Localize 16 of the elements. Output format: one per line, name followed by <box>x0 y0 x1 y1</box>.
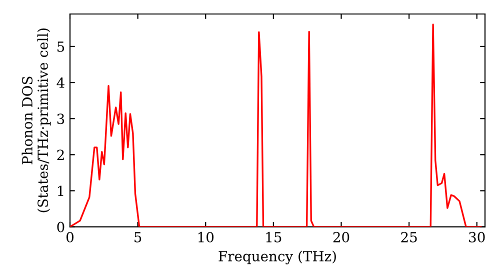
line-series <box>70 24 482 227</box>
x-tick-label: 25 <box>401 232 417 242</box>
y-tick-label: 1 <box>58 186 64 196</box>
x-tick-label: 0 <box>66 232 74 242</box>
y-tick-label: 4 <box>56 77 64 88</box>
y-axis-title: Phonon DOS (States/THz·primitive cell) <box>22 28 51 212</box>
y-tick-label: 0 <box>57 222 64 232</box>
x-tick-label: 5 <box>134 232 142 242</box>
x-tick-label: 15 <box>266 232 282 242</box>
x-tick-label: 20 <box>333 232 350 242</box>
x-tick-label: 10 <box>198 232 214 242</box>
y-tick-label: 5 <box>57 42 64 52</box>
y-tick-label: 3 <box>57 114 64 124</box>
x-axis-title: Frequency (THz) <box>218 250 336 264</box>
y-tick-label: 2 <box>57 150 64 160</box>
x-tick-label: 30 <box>469 232 485 242</box>
